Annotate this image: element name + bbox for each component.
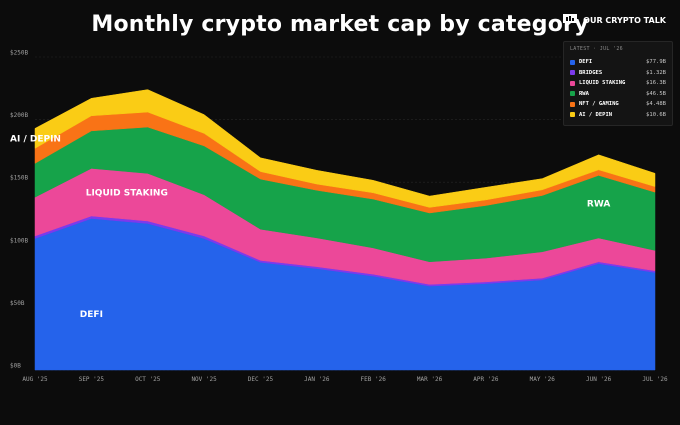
legend-series-name: RWA: [579, 90, 589, 97]
legend-item: RWA $46.5B: [570, 89, 666, 100]
legend-swatch: [570, 112, 575, 118]
legend-latest-value: $4.48B: [646, 101, 666, 108]
x-tick-label: OCT '25: [135, 376, 161, 383]
legend-series-name: DEFI: [579, 59, 593, 66]
brand-name: OUR CRYPTO TALK: [583, 15, 666, 25]
legend-item: DEFI $77.9B: [570, 57, 666, 68]
x-tick-label: AUG '25: [22, 376, 48, 383]
legend-series-name: LIQUID STAKING: [579, 80, 626, 87]
legend-series-name: AI / DEPIN: [579, 111, 613, 118]
brand-logo-icon: [563, 14, 578, 27]
y-tick-label: $250B: [10, 50, 28, 57]
legend-item: BRIDGES $1.32B: [570, 68, 666, 79]
legend: LATEST · JUL '26 DEFI $77.9B BRIDGES $1.32B…: [563, 41, 673, 126]
x-tick-label: JAN '26: [304, 376, 330, 383]
chart-title: Monthly crypto market cap by category: [91, 12, 589, 37]
x-tick-label: JUL '26: [642, 376, 668, 383]
legend-series-name: NFT / GAMING: [579, 101, 619, 108]
x-tick-label: SEP '25: [79, 376, 105, 383]
legend-latest-value: $16.3B: [646, 80, 666, 87]
area-label: RWA: [587, 200, 610, 210]
y-axis-ticks: $0B $50B $100B $150B $200B $250B: [10, 50, 28, 370]
y-tick-label: $0B: [10, 363, 21, 370]
legend-item: LIQUID STAKING $16.3B: [570, 78, 666, 89]
legend-series-name: BRIDGES: [579, 69, 603, 76]
legend-title: LATEST · JUL '26: [570, 46, 623, 52]
legend-swatch: [570, 59, 575, 65]
x-tick-label: DEC '25: [248, 376, 274, 383]
x-tick-label: JUN '26: [586, 376, 612, 383]
brand-logo: OUR CRYPTO TALK: [562, 12, 666, 28]
y-tick-label: $100B: [10, 237, 28, 244]
legend-item: NFT / GAMING $4.48B: [570, 99, 666, 110]
area-series-layer: [34, 89, 656, 371]
legend-rows: DEFI $77.9B BRIDGES $1.32B LIQUID STAKING $16…: [570, 57, 666, 120]
legend-swatch: [570, 91, 575, 97]
y-tick-label: $150B: [10, 175, 28, 182]
area-ai-depin: [34, 89, 656, 208]
legend-latest-value: $46.5B: [646, 90, 666, 97]
x-tick-label: APR '26: [473, 376, 499, 383]
legend-swatch: [570, 80, 575, 86]
area-label: AI / DEPIN: [10, 134, 61, 144]
legend-swatch: [570, 101, 575, 107]
legend-latest-value: $10.6B: [646, 111, 666, 118]
x-tick-label: NOV '25: [191, 376, 217, 383]
legend-item: AI / DEPIN $10.6B: [570, 110, 666, 121]
y-tick-label: $50B: [10, 300, 25, 307]
x-tick-label: MAR '26: [417, 376, 443, 383]
y-tick-label: $200B: [10, 112, 28, 119]
x-tick-label: MAY '26: [530, 376, 556, 383]
area-label: DEFI: [80, 310, 103, 320]
area-label: LIQUID STAKING: [86, 188, 168, 198]
legend-latest-value: $77.9B: [646, 59, 666, 66]
legend-swatch: [570, 70, 575, 76]
x-tick-label: FEB '26: [361, 376, 387, 383]
area-labels: AI / DEPIN LIQUID STAKING DEFI RWA: [10, 134, 610, 320]
legend-latest-value: $1.32B: [646, 69, 666, 76]
x-axis-ticks: AUG '25 SEP '25 OCT '25 NOV '25 DEC '25 JAN '…: [22, 376, 668, 383]
